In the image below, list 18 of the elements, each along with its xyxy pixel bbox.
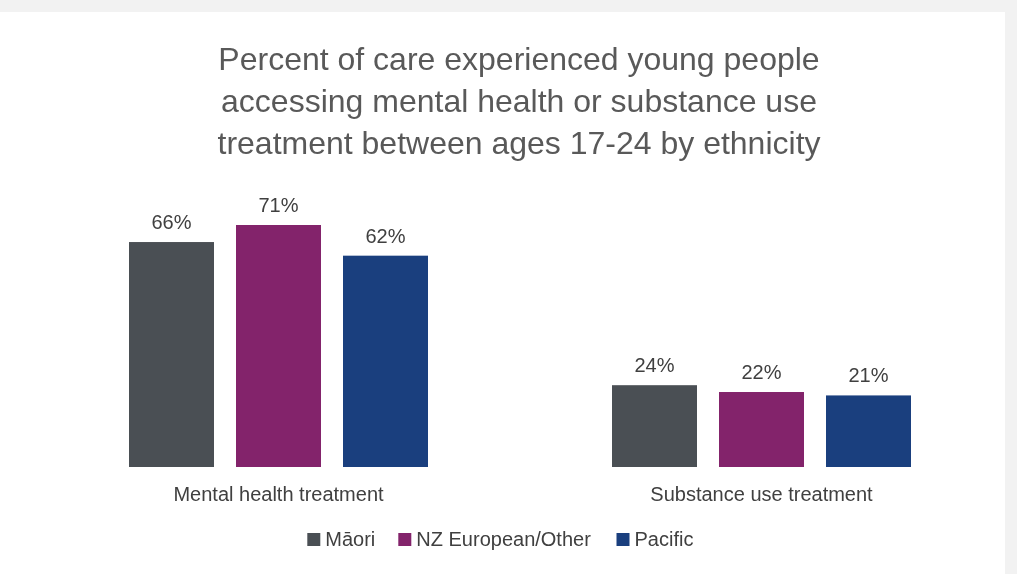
legend-label: Pacific <box>634 528 694 550</box>
bar <box>826 395 911 467</box>
bar <box>129 242 214 467</box>
chart-title: Percent of care experienced young people accessing mental health or substance use treatment between ages 17-24 by ethnicity <box>217 41 821 161</box>
bar <box>343 255 428 467</box>
legend-label: NZ European/Other <box>416 528 592 550</box>
data-label: 66% <box>151 211 192 234</box>
data-label: 24% <box>634 354 675 377</box>
data-label: 62% <box>365 224 406 247</box>
x-tick-label: Mental health treatment <box>173 483 384 505</box>
bar <box>236 225 321 467</box>
legend-label: Māori <box>325 528 376 550</box>
data-label: 71% <box>258 194 299 216</box>
bar <box>719 392 804 467</box>
data-label: 21% <box>848 364 889 387</box>
data-label: 22% <box>741 361 782 384</box>
bar <box>612 385 697 467</box>
x-tick-label: Substance use treatment <box>650 483 874 505</box>
